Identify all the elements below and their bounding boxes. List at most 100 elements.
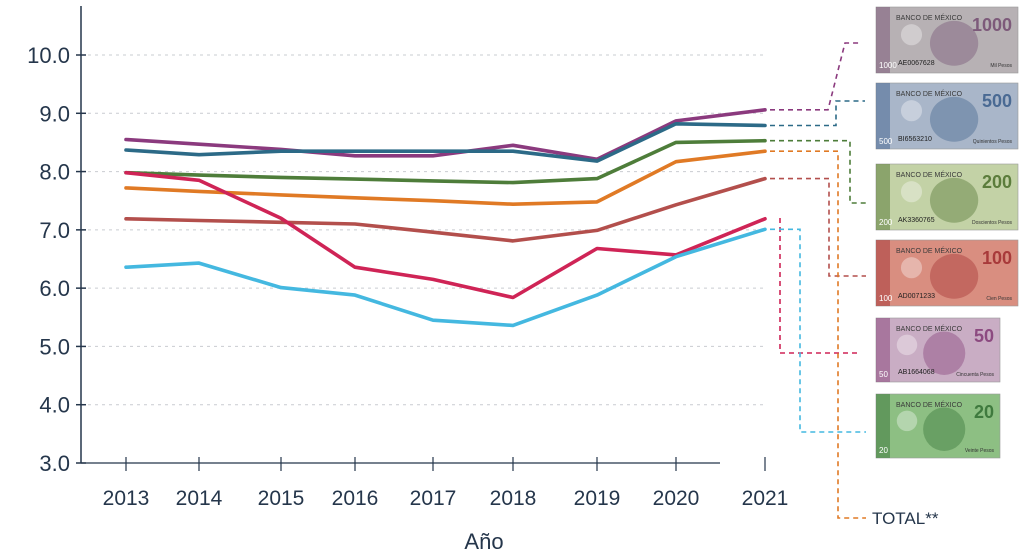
banknote-body: [875, 317, 1001, 383]
banknote-value: 20: [974, 402, 994, 422]
x-tick-label: 2018: [490, 487, 537, 510]
leader-line-200: [770, 139, 866, 204]
banknote-bank: BANCO DE MÉXICO: [896, 246, 963, 255]
series-line-200: [124, 138, 767, 185]
y-tick-label: 7.0: [39, 218, 70, 243]
banknote-bank: BANCO DE MÉXICO: [896, 13, 963, 22]
y-tick-label: 3.0: [39, 451, 70, 476]
banknote-value: 200: [982, 172, 1012, 192]
banknote-200: 200 200 BANCO DE MÉXICO AK3360765 Doscientos…: [875, 163, 1019, 231]
banknote-serial: AB1664068: [898, 369, 935, 376]
banknote-band: [876, 83, 890, 149]
banknote-value-small: 50: [879, 370, 888, 379]
banknote-value: 1000: [972, 15, 1012, 35]
banknote-body: [875, 393, 1001, 459]
y-tick-label: 8.0: [39, 160, 70, 185]
banknote-portrait: [929, 20, 979, 66]
banknote-band: [876, 7, 890, 73]
banknote-bank: BANCO DE MÉXICO: [896, 400, 963, 409]
banknote-words: Cincuenta Pesos: [956, 372, 994, 378]
leader-line-total: [770, 150, 866, 519]
banknote-value-small: 200: [879, 218, 893, 227]
x-tick-label: 2017: [410, 487, 457, 510]
banknote-emblem: [900, 24, 923, 46]
banknote-serial: BI6563210: [898, 136, 932, 143]
x-tick-label: 2020: [653, 487, 700, 510]
banknote-words: Quinientos Pesos: [973, 139, 1013, 145]
series-line-total: [124, 149, 767, 206]
banknote-band: [876, 394, 890, 458]
series-line-100: [124, 176, 767, 243]
banknote-value-small: 100: [879, 294, 893, 303]
banknote-images: 1000 1000 BANCO DE MÉXICO AE0067628 Mil Peso…: [875, 6, 1019, 459]
banknote-bank: BANCO DE MÉXICO: [896, 324, 963, 333]
banknote-portrait: [923, 331, 966, 375]
banknote-value-small: 20: [879, 446, 888, 455]
leader-line-1000: [770, 42, 862, 111]
total-label: TOTAL**: [872, 509, 939, 528]
banknote-band: [876, 318, 890, 382]
banknote-serial: AK3360765: [898, 217, 935, 224]
banknote-body: [875, 239, 1019, 307]
x-tick-label: 2015: [258, 487, 305, 510]
banknote-emblem: [900, 257, 923, 279]
banknote-portrait: [929, 96, 979, 142]
y-tick-label: 10.0: [27, 43, 70, 68]
banknote-50: 50 50 BANCO DE MÉXICO AB1664068 Cincuenta Pe…: [875, 317, 1001, 383]
x-tick-label: 2016: [332, 487, 379, 510]
y-tick-label: 5.0: [39, 334, 70, 359]
banknote-emblem: [900, 100, 923, 122]
banknote-body: [875, 6, 1019, 74]
banknote-20: 20 20 BANCO DE MÉXICO Veinte Pesos: [875, 393, 1001, 459]
banknote-band: [876, 240, 890, 306]
leader-line-100: [770, 177, 866, 277]
series-line-500: [124, 122, 767, 163]
grid: [81, 54, 766, 406]
banknote-words: Veinte Pesos: [965, 448, 995, 454]
banknote-serial: AD0071233: [898, 293, 935, 300]
leader-line-50: [779, 218, 857, 354]
series-lines: [124, 108, 767, 328]
banknote-value: 100: [982, 248, 1012, 268]
x-tick-label: 2013: [103, 487, 150, 510]
banknote-bank: BANCO DE MÉXICO: [896, 170, 963, 179]
x-ticks: 2013 2014 2015 2016 2017 2018 2019 2020 2021: [103, 457, 789, 510]
banknote-emblem: [896, 410, 918, 432]
axes: [80, 6, 720, 464]
series-line-50: [124, 170, 767, 300]
leader-line-500: [770, 100, 865, 127]
banknote-value: 500: [982, 91, 1012, 111]
banknote-100: 100 100 BANCO DE MÉXICO AD0071233 Cien Pesos: [875, 239, 1019, 307]
banknote-band: [876, 164, 890, 230]
banknote-bank: BANCO DE MÉXICO: [896, 89, 963, 98]
banknote-value-small: 500: [879, 137, 893, 146]
series-line-20: [124, 227, 767, 328]
banknote-500: 500 500 BANCO DE MÉXICO BI6563210 Quinientos…: [875, 82, 1019, 150]
banknote-value: 50: [974, 326, 994, 346]
series-line-1000: [124, 108, 767, 162]
banknote-words: Doscientos Pesos: [972, 220, 1013, 226]
banknote-portrait: [923, 407, 966, 451]
banknote-value-small: 1000: [879, 61, 897, 70]
y-tick-label: 6.0: [39, 276, 70, 301]
y-ticks: 3.0 4.0 5.0 6.0 7.0 8.0 9.0 10.0: [27, 43, 86, 476]
banknote-serial: AE0067628: [898, 60, 935, 67]
x-tick-label: 2021: [742, 487, 789, 510]
banknote-portrait: [929, 253, 979, 299]
x-axis-title: Año: [464, 529, 503, 554]
banknote-emblem: [900, 181, 923, 203]
banknote-body: [875, 163, 1019, 231]
banknote-words: Mil Pesos: [990, 63, 1012, 69]
banknote-portrait: [929, 177, 979, 223]
x-tick-label: 2019: [574, 487, 621, 510]
banknote-body: [875, 82, 1019, 150]
x-tick-label: 2014: [176, 487, 223, 510]
leader-lines: [770, 42, 866, 519]
y-tick-label: 4.0: [39, 393, 70, 418]
banknote-1000: 1000 1000 BANCO DE MÉXICO AE0067628 Mil Peso…: [875, 6, 1019, 74]
banknote-emblem: [896, 334, 918, 356]
banknote-words: Cien Pesos: [986, 296, 1012, 302]
leader-line-20: [770, 228, 866, 433]
